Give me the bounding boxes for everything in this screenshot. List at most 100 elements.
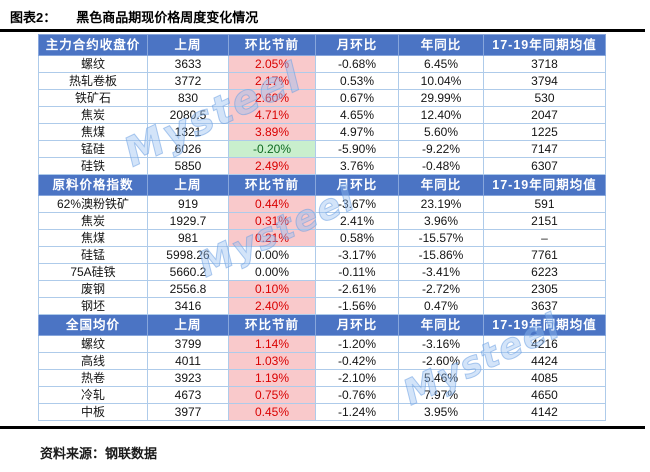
cell: -0.11%: [315, 263, 399, 281]
section-header-2: 全国均价: [38, 314, 148, 336]
cell: 3416: [147, 297, 229, 315]
cell: 1321: [147, 123, 229, 141]
column-header: 月环比: [315, 314, 399, 336]
column-header: 月环比: [315, 34, 399, 56]
row-label: 硅锰: [38, 246, 148, 264]
section-header-row: 原料价格指数 上周 环比节前 月环比 年同比 17-19年同期均值: [38, 174, 606, 196]
cell: 0.45%: [228, 403, 316, 421]
row-label: 热轧卷板: [38, 72, 148, 90]
cell: 981: [147, 229, 229, 247]
cell: 6.45%: [398, 55, 484, 73]
row-label: 硅铁: [38, 157, 148, 175]
cell: 5998.26: [147, 246, 229, 264]
cell: 29.99%: [398, 89, 484, 107]
cell: 1225: [483, 123, 606, 141]
cell: 0.10%: [228, 280, 316, 298]
cell: -2.72%: [398, 280, 484, 298]
column-header: 年同比: [398, 314, 484, 336]
table-row: 锰硅 6026 -0.20% -5.90% -9.22% 7147: [38, 140, 606, 158]
row-label: 75A硅铁: [38, 263, 148, 281]
cell: 2047: [483, 106, 606, 124]
table-row: 硅铁 5850 2.49% 3.76% -0.48% 6307: [38, 157, 606, 175]
cell: 0.21%: [228, 229, 316, 247]
column-header: 环比节前: [228, 174, 316, 196]
section-header-row: 全国均价 上周 环比节前 月环比 年同比 17-19年同期均值: [38, 314, 606, 336]
cell: 591: [483, 195, 606, 213]
table-row: 冷轧 4673 0.75% -0.76% 7.97% 4650: [38, 386, 606, 404]
column-header: 17-19年同期均值: [483, 34, 606, 56]
cell: -2.10%: [315, 369, 399, 387]
cell: -2.61%: [315, 280, 399, 298]
cell: 2.17%: [228, 72, 316, 90]
cell: 3799: [147, 335, 229, 353]
column-header: 环比节前: [228, 314, 316, 336]
cell: 4.65%: [315, 106, 399, 124]
price-change-table: 主力合约收盘价 上周 环比节前 月环比 年同比 17-19年同期均值 螺纹 3633 2.05%…: [38, 34, 606, 421]
table-row: 焦炭 2080.5 4.71% 4.65% 12.40% 2047: [38, 106, 606, 124]
cell: -9.22%: [398, 140, 484, 158]
column-header: 上周: [147, 174, 229, 196]
cell: 3.95%: [398, 403, 484, 421]
table-row: 废钢 2556.8 0.10% -2.61% -2.72% 2305: [38, 280, 606, 298]
cell: -0.76%: [315, 386, 399, 404]
cell: 3637: [483, 297, 606, 315]
cell: 7761: [483, 246, 606, 264]
table-row: 焦煤 981 0.21% 0.58% -15.57% –: [38, 229, 606, 247]
row-label: 热卷: [38, 369, 148, 387]
cell: 5850: [147, 157, 229, 175]
row-label: 铁矿石: [38, 89, 148, 107]
cell: -0.48%: [398, 157, 484, 175]
cell: 2.60%: [228, 89, 316, 107]
report-table-body: 主力合约收盘价 上周 环比节前 月环比 年同比 17-19年同期均值 螺纹 3633 2.05%…: [38, 34, 606, 421]
chart-title: 图表2： 黑色商品期现价格周度变化情况: [10, 7, 258, 26]
cell: 4011: [147, 352, 229, 370]
cell: 4424: [483, 352, 606, 370]
table-row: 硅锰 5998.26 0.00% -3.17% -15.86% 7761: [38, 246, 606, 264]
cell: 4085: [483, 369, 606, 387]
cell: 830: [147, 89, 229, 107]
cell: 2.49%: [228, 157, 316, 175]
cell: 0.47%: [398, 297, 484, 315]
cell: 4216: [483, 335, 606, 353]
row-label: 62%澳粉铁矿: [38, 195, 148, 213]
cell: 10.04%: [398, 72, 484, 90]
cell: 1.03%: [228, 352, 316, 370]
cell: -5.90%: [315, 140, 399, 158]
table-row: 螺纹 3799 1.14% -1.20% -3.16% 4216: [38, 335, 606, 353]
cell: 4650: [483, 386, 606, 404]
cell: 0.31%: [228, 212, 316, 230]
cell: 3718: [483, 55, 606, 73]
column-header: 17-19年同期均值: [483, 314, 606, 336]
cell: 6026: [147, 140, 229, 158]
cell: 2151: [483, 212, 606, 230]
cell: 0.53%: [315, 72, 399, 90]
cell: -15.57%: [398, 229, 484, 247]
section-header-0: 主力合约收盘价: [38, 34, 148, 56]
cell: 6307: [483, 157, 606, 175]
row-label: 锰硅: [38, 140, 148, 158]
table-row: 焦炭 1929.7 0.31% 2.41% 3.96% 2151: [38, 212, 606, 230]
cell: -15.86%: [398, 246, 484, 264]
table-row: 高线 4011 1.03% -0.42% -2.60% 4424: [38, 352, 606, 370]
cell: 3633: [147, 55, 229, 73]
row-label: 冷轧: [38, 386, 148, 404]
row-label: 焦煤: [38, 123, 148, 141]
row-label: 废钢: [38, 280, 148, 298]
cell: -1.24%: [315, 403, 399, 421]
cell: 3794: [483, 72, 606, 90]
cell: 7147: [483, 140, 606, 158]
cell: 5.46%: [398, 369, 484, 387]
cell: 530: [483, 89, 606, 107]
cell: 0.00%: [228, 246, 316, 264]
cell: 12.40%: [398, 106, 484, 124]
cell: -0.42%: [315, 352, 399, 370]
table-row: 焦煤 1321 3.89% 4.97% 5.60% 1225: [38, 123, 606, 141]
cell: 4.97%: [315, 123, 399, 141]
cell: 3.89%: [228, 123, 316, 141]
cell: 6223: [483, 263, 606, 281]
top-divider: [0, 29, 645, 32]
cell: 0.67%: [315, 89, 399, 107]
cell: 3.76%: [315, 157, 399, 175]
bottom-divider: [0, 426, 645, 429]
table-row: 75A硅铁 5660.2 0.00% -0.11% -3.41% 6223: [38, 263, 606, 281]
